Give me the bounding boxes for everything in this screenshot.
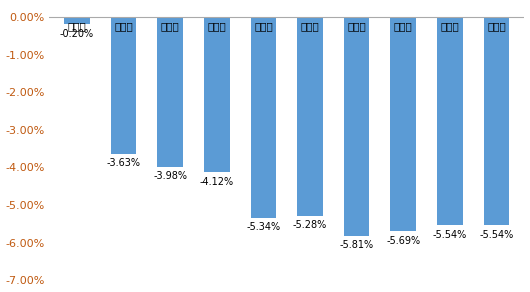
Text: -5.34%: -5.34% xyxy=(246,223,280,232)
Text: 第六个: 第六个 xyxy=(301,21,320,31)
Text: 第一个: 第一个 xyxy=(68,21,86,31)
Text: 第九个: 第九个 xyxy=(440,21,460,31)
Bar xyxy=(111,17,137,154)
Text: -4.12%: -4.12% xyxy=(200,176,234,187)
Text: -0.20%: -0.20% xyxy=(60,29,94,39)
Bar xyxy=(344,17,369,236)
Text: -5.69%: -5.69% xyxy=(386,236,420,246)
Text: -3.98%: -3.98% xyxy=(153,171,187,181)
Text: -3.63%: -3.63% xyxy=(107,158,140,168)
Text: 第三个: 第三个 xyxy=(161,21,180,31)
Text: -5.28%: -5.28% xyxy=(293,220,327,230)
Bar xyxy=(391,17,416,231)
Text: 第四个: 第四个 xyxy=(207,21,226,31)
Bar xyxy=(64,17,90,25)
Bar xyxy=(251,17,276,218)
Bar xyxy=(437,17,463,225)
Text: 第五个: 第五个 xyxy=(254,21,273,31)
Bar xyxy=(204,17,229,172)
Text: -5.81%: -5.81% xyxy=(340,240,374,250)
Bar xyxy=(297,17,323,216)
Bar xyxy=(157,17,183,167)
Text: 第七个: 第七个 xyxy=(347,21,366,31)
Text: -5.54%: -5.54% xyxy=(479,230,514,240)
Text: -5.54%: -5.54% xyxy=(433,230,467,240)
Bar xyxy=(484,17,509,225)
Text: 第二个: 第二个 xyxy=(114,21,133,31)
Text: 第八个: 第八个 xyxy=(394,21,413,31)
Text: 第十个: 第十个 xyxy=(487,21,506,31)
